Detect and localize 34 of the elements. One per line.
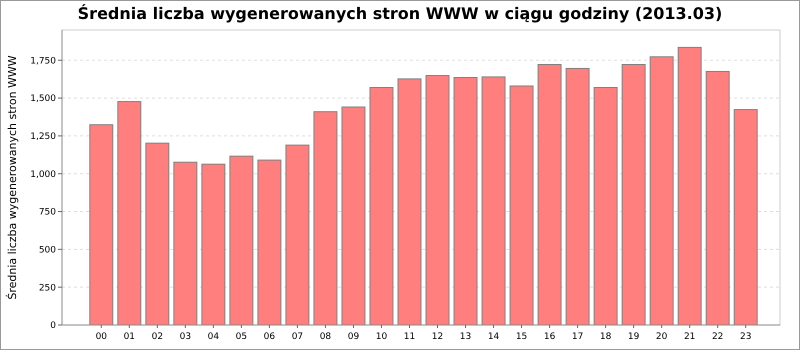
y-tick-label: 1,000: [30, 170, 56, 180]
x-tick-label: 15: [516, 332, 528, 342]
x-tick-label: 18: [600, 332, 612, 342]
x-tick-label: 16: [544, 332, 556, 342]
chart-title: Średnia liczba wygenerowanych stron WWW w ciągu godziny (2013.03): [78, 4, 722, 23]
y-axis-title: Średnia liczba wygenerowanych stron WWW: [5, 55, 19, 300]
x-tick-label: 12: [432, 332, 444, 342]
x-tick-label: 20: [656, 332, 668, 342]
x-tick-label: 02: [152, 332, 164, 342]
x-tick-label: 13: [460, 332, 472, 342]
y-tick-label: 1,250: [30, 132, 56, 142]
y-tick-label: 1,750: [30, 56, 56, 66]
x-tick-label: 09: [348, 332, 360, 342]
x-tick-label: 11: [404, 332, 416, 342]
y-tick-label: 250: [38, 283, 56, 294]
x-tick-label: 04: [208, 332, 220, 342]
x-tick-label: 14: [488, 332, 500, 342]
y-tick-label: 0: [50, 321, 56, 332]
y-tick-label: 1,500: [30, 94, 56, 104]
x-tick-label: 10: [376, 332, 388, 342]
x-tick-label: 08: [320, 332, 332, 342]
x-tick-label: 06: [264, 332, 276, 342]
x-tick-label: 19: [628, 332, 640, 342]
x-tick-label: 03: [180, 332, 192, 342]
x-tick-label: 00: [96, 332, 108, 342]
x-tick-label: 01: [124, 332, 136, 342]
x-tick-label: 23: [740, 332, 752, 342]
x-tick-label: 07: [292, 332, 304, 342]
y-tick-label: 500: [38, 246, 56, 256]
x-tick-label: 05: [236, 332, 248, 342]
x-tick-label: 22: [712, 332, 724, 342]
y-tick-label: 750: [38, 208, 56, 218]
x-tick-label: 21: [684, 332, 696, 342]
x-tick-label: 17: [572, 332, 584, 342]
